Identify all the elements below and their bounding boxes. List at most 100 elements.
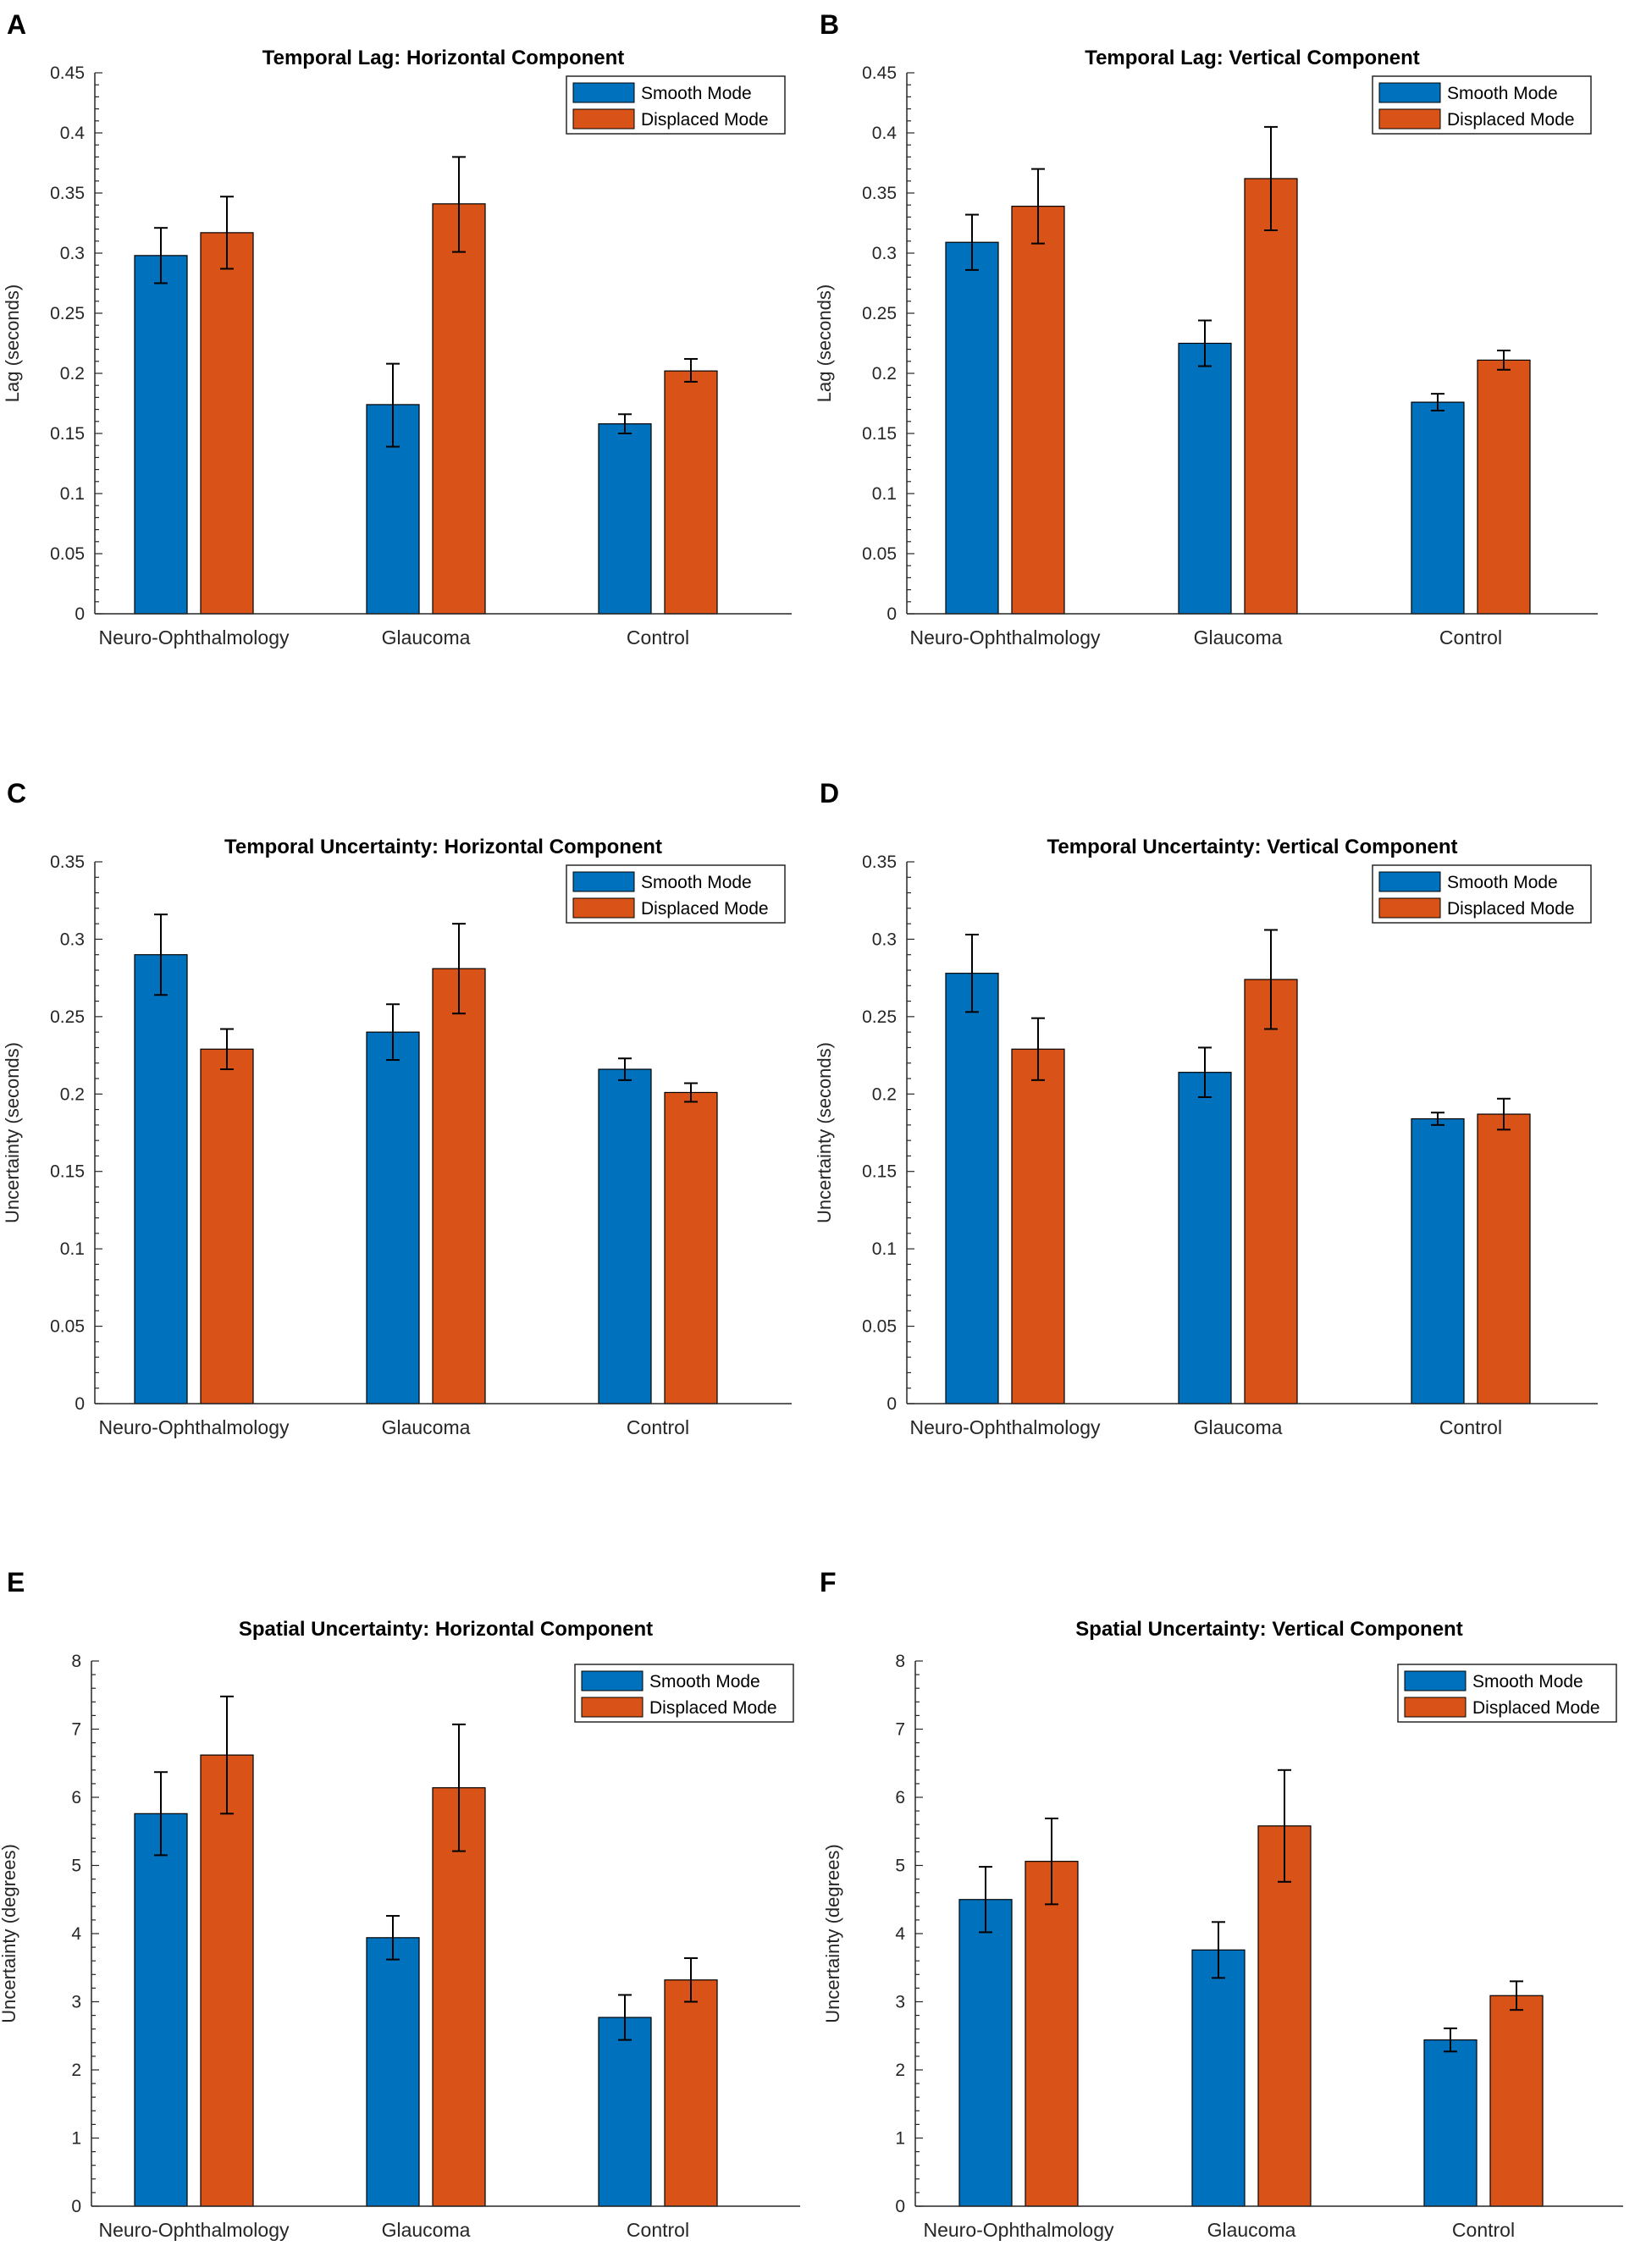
legend: Smooth Mode Displaced Mode [566,75,786,135]
bar-displaced-mode-neuro-ophthalmology [1011,1048,1065,1404]
error-bar [1497,350,1511,371]
chart-panel-b: B Temporal Lag: Vertical Component 0 0.05 0.… [814,9,1598,648]
x-tick-label: Glaucoma [1194,626,1283,648]
error-bar [1510,1980,1523,2011]
y-axis-label: Lag (seconds) [814,284,835,402]
legend-swatch-displaced-mode [1378,897,1441,919]
error-bar [386,1003,400,1062]
legend-label: Smooth Mode [641,873,752,892]
bar-smooth-mode-glaucoma [1191,1949,1246,2207]
x-tick-label: Neuro-Ophthalmology [923,2219,1114,2241]
x-tick-label: Neuro-Ophthalmology [98,626,290,648]
legend-label: Smooth Mode [1447,873,1558,892]
y-tick-label: 0.4 [872,124,898,143]
legend-swatch-displaced-mode [572,108,635,130]
y-tick-label: 0.3 [60,244,85,263]
y-tick-label: 0.05 [862,544,897,564]
legend-swatch-smooth-mode [572,82,635,103]
y-tick-label: 2 [71,2061,81,2080]
y-tick-label: 0.15 [50,1162,85,1182]
x-tick-label: Neuro-Ophthalmology [98,1416,290,1438]
chart-title: Spatial Uncertainty: Horizontal Componen… [239,1618,653,1641]
x-tick-label: Neuro-Ophthalmology [98,2219,290,2241]
y-axis-label: Uncertainty (degrees) [822,1844,843,2023]
bar-smooth-mode-control [1411,1117,1465,1404]
y-tick-label: 0 [895,2197,905,2216]
error-bar [1031,168,1045,245]
legend: Smooth Mode Displaced Mode [566,864,786,924]
chart-title: Temporal Uncertainty: Horizontal Compone… [224,836,662,858]
x-tick-label: Glaucoma [382,1416,471,1438]
error-bar [618,1057,632,1081]
legend-label: Displaced Mode [1472,1698,1600,1718]
y-tick-label: 1 [71,2129,81,2149]
bar-displaced-mode-glaucoma [432,968,486,1404]
y-axis-label: Uncertainty (degrees) [0,1844,19,2023]
error-bar [452,923,466,1015]
bar-smooth-mode-neuro-ophthalmology [945,973,999,1404]
error-bar [1198,1046,1212,1098]
legend-label: Smooth Mode [1472,1672,1583,1691]
error-bar [684,357,698,383]
y-tick-label: 0.05 [50,544,85,564]
y-axis-label: Lag (seconds) [2,284,23,402]
legend-swatch-displaced-mode [581,1697,644,1718]
bar-displaced-mode-control [664,1979,718,2207]
error-bar [154,1771,168,1857]
bar-displaced-mode-neuro-ophthalmology [200,1048,254,1404]
error-bar [1264,929,1278,1030]
y-tick-label: 0.3 [872,244,897,263]
y-tick-label: 0.25 [50,304,85,323]
x-tick-label: Control [627,626,689,648]
y-tick-label: 0.3 [872,930,897,949]
y-tick-label: 0.1 [872,484,897,504]
error-bar [1444,2027,1457,2053]
panel-letter: D [820,778,839,808]
y-tick-label: 3 [895,1993,905,2012]
y-tick-label: 3 [71,1993,81,2012]
x-tick-label: Glaucoma [382,2219,471,2241]
x-tick-label: Control [627,1416,689,1438]
chart-panel-f: F Spatial Uncertainty: Vertical Component… [820,1567,1623,2241]
error-bar [154,227,168,284]
bar-displaced-mode-glaucoma [1244,979,1298,1404]
y-tick-label: 0.1 [60,484,85,504]
bar-displaced-mode-control [1477,1113,1531,1404]
y-tick-label: 0.25 [862,304,897,323]
legend-label: Displaced Mode [1447,899,1575,919]
error-bar [965,213,979,271]
panel-letter: B [820,9,839,40]
y-tick-label: 2 [895,2061,905,2080]
error-bar [618,1994,632,2041]
x-tick-label: Glaucoma [1194,1416,1283,1438]
bar-smooth-mode-neuro-ophthalmology [945,241,999,615]
y-tick-label: 4 [895,1924,905,1944]
error-bar [965,933,979,1013]
bar-displaced-mode-glaucoma [432,203,486,615]
error-bar [684,1956,698,2003]
y-tick-label: 0 [75,604,85,624]
legend-swatch-smooth-mode [1404,1670,1467,1691]
chart-panel-d: D Temporal Uncertainty: Vertical Componen… [814,778,1598,1438]
bar-smooth-mode-glaucoma [1178,342,1232,615]
y-tick-label: 1 [895,2129,905,2149]
y-tick-label: 0 [71,2197,81,2216]
y-tick-label: 0 [887,1394,897,1414]
error-bar [1431,1112,1444,1126]
y-tick-label: 5 [71,1857,81,1876]
legend: Smooth Mode Displaced Mode [1372,864,1592,924]
x-tick-label: Glaucoma [382,626,471,648]
panel-letter: A [7,9,26,40]
bar-smooth-mode-control [1411,401,1465,615]
legend: Smooth Mode Displaced Mode [1372,75,1592,135]
bar-displaced-mode-control [1477,359,1531,615]
y-tick-label: 0.35 [50,853,85,872]
bar-smooth-mode-control [598,423,652,615]
error-bar [452,156,466,253]
bar-displaced-mode-neuro-ophthalmology [1025,1861,1079,2207]
y-tick-label: 0.15 [50,424,85,444]
panel-letter: F [820,1567,837,1598]
error-bar [1031,1017,1045,1081]
error-bar [1198,319,1212,367]
